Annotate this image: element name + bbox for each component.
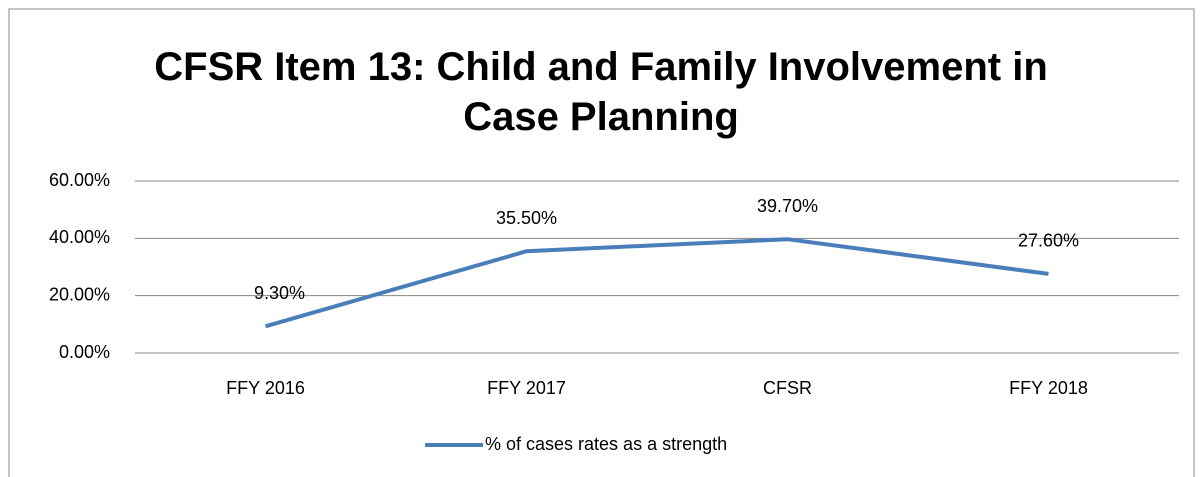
- x-tick-label: FFY 2016: [226, 378, 305, 398]
- y-tick-label: 20.00%: [49, 284, 110, 304]
- y-tick-label: 40.00%: [49, 227, 110, 247]
- data-label: 35.50%: [496, 208, 557, 228]
- data-line: [264, 237, 1049, 329]
- legend-label: % of cases rates as a strength: [485, 434, 727, 454]
- chart-title: CFSR Item 13: Child and Family Involveme…: [154, 45, 1048, 139]
- chart-border: [8, 8, 1195, 477]
- y-tick-label: 60.00%: [49, 170, 110, 190]
- x-tick-label: FFY 2018: [1009, 378, 1088, 398]
- x-tick-label: CFSR: [763, 378, 812, 398]
- y-tick-label: 0.00%: [59, 342, 110, 362]
- x-tick-label: FFY 2017: [487, 378, 566, 398]
- data-label: 39.70%: [757, 196, 818, 216]
- data-label: 9.30%: [254, 283, 305, 303]
- data-label: 27.60%: [1018, 231, 1079, 251]
